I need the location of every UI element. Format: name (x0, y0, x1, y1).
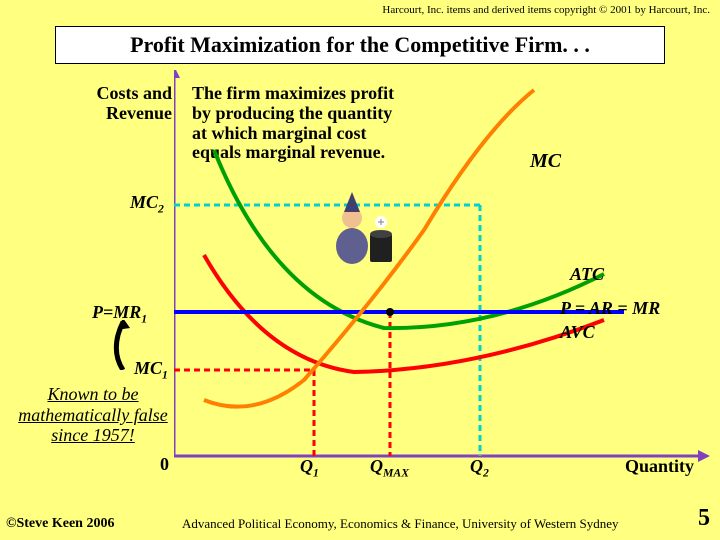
mc1-label: MC1 (134, 358, 168, 382)
emphasis-arrow-icon (108, 320, 138, 370)
mc2-label: MC2 (130, 192, 164, 216)
pmr-label: P = AR = MR (560, 298, 660, 319)
slide-number: 5 (698, 505, 710, 532)
econ-chart (174, 70, 714, 480)
known-false-text: Known to be mathematically false since 1… (4, 384, 182, 446)
q1-label: Q1 (300, 456, 319, 480)
slide-title: Profit Maximization for the Competitive … (55, 26, 665, 64)
atc-label: ATC (570, 264, 604, 285)
footer-copyright: ©Steve Keen 2006 (6, 516, 114, 532)
avc-label: AVC (560, 322, 595, 343)
q2-label: Q2 (470, 456, 489, 480)
y-axis-label: Costs and Revenue (72, 84, 172, 124)
origin-label: 0 (160, 454, 169, 475)
mc-label: MC (530, 150, 561, 173)
copyright-top: Harcourt, Inc. items and derived items c… (382, 4, 710, 16)
x-arrowhead (698, 450, 710, 462)
atc-curve (214, 150, 604, 328)
footer-course: Advanced Political Economy, Economics & … (182, 516, 619, 532)
equilibrium-dot (386, 308, 394, 316)
qmax-label: QMAX (370, 456, 409, 480)
x-axis-label: Quantity (625, 456, 694, 477)
wizard-clipart-icon (332, 186, 396, 266)
y-arrowhead (174, 70, 180, 78)
